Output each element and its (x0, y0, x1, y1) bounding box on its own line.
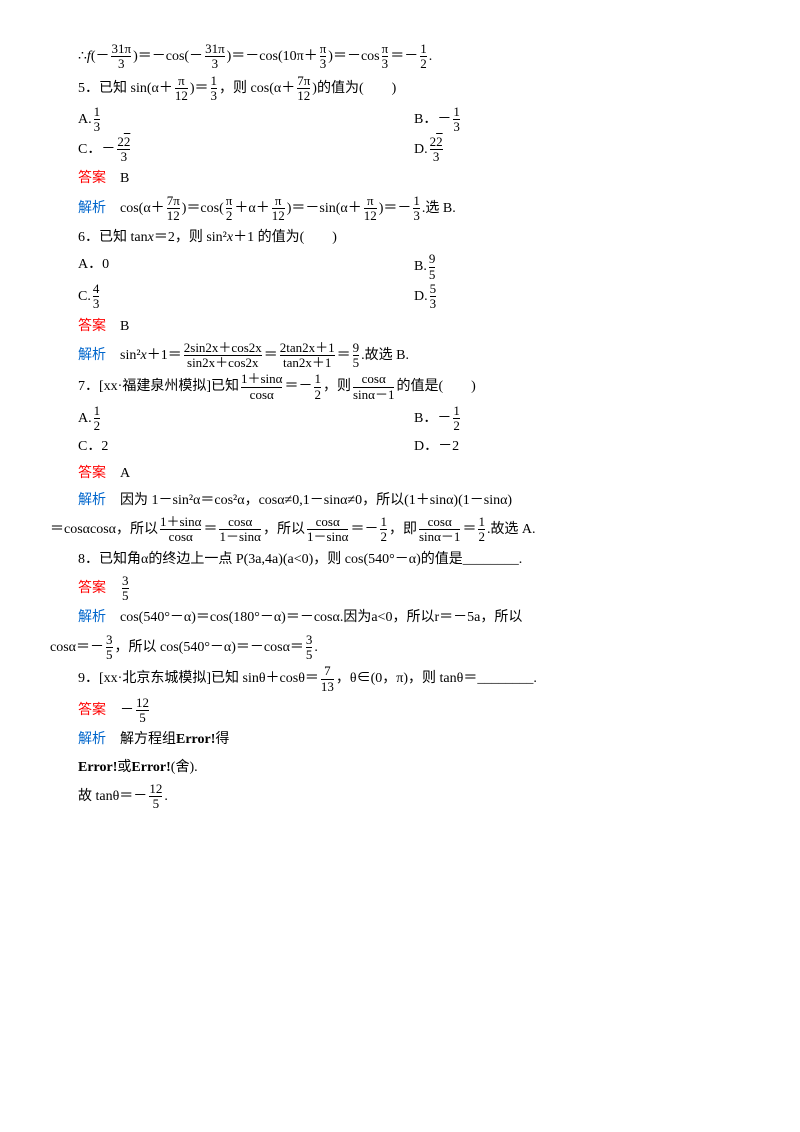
intro-equation: ∴f(－31π3)＝－cos(－31π3)＝－cos(10π＋π3)＝－cosπ… (50, 42, 750, 72)
q6-analysis: 解析 sin²x＋1＝2sin2x＋cos2xsin2x＋cos2x＝2tan2… (50, 341, 750, 371)
q7-stem: 7．[xx·福建泉州模拟]已知1＋sinαcosα＝－12，则cosαsinα－… (50, 372, 750, 402)
q9-analysis-3: 故 tanθ＝－125. (50, 782, 750, 812)
q7-analysis-2: ＝cosαcosα，所以1＋sinαcosα＝cosα1－sinα，所以cosα… (50, 515, 750, 545)
q6-stem: 6．已知 tanx＝2，则 sin²x＋1 的值为( ) (50, 225, 750, 250)
q7-options-row1: A.12 B．－12 (50, 404, 750, 434)
q8-analysis-2: cosα＝－35，所以 cos(540°－α)＝－cosα＝35. (50, 633, 750, 663)
q5-options-row2: C．－223 D.223 (50, 135, 750, 165)
q8-answer: 答案 35 (50, 574, 750, 604)
q6-options-row1: A．0 B.95 (50, 252, 750, 282)
q9-answer: 答案 －125 (50, 696, 750, 726)
q9-analysis-2: Error!或Error!(舍). (50, 755, 750, 780)
q9-analysis-1: 解析 解方程组Error!得 (50, 727, 750, 752)
q7-analysis-1: 解析 因为 1－sin²α＝cos²α，cosα≠0,1－sinα≠0，所以(1… (50, 488, 750, 513)
q7-options-row2: C．2 D．－2 (50, 434, 750, 459)
q5-options-row1: A.13 B．－13 (50, 105, 750, 135)
q5-analysis: 解析 cos(α＋7π12)＝cos(π2＋α＋π12)＝－sin(α＋π12)… (50, 194, 750, 224)
q8-analysis-1: 解析 cos(540°－α)＝cos(180°－α)＝－cosα.因为a<0，所… (50, 605, 750, 630)
q5-stem: 5．已知 sin(α＋π12)＝13，则 cos(α＋7π12)的值为( ) (50, 74, 750, 104)
q6-answer: 答案 B (50, 314, 750, 339)
q9-stem: 9．[xx·北京东城模拟]已知 sinθ＋cosθ＝713，θ∈(0，π)，则 … (50, 664, 750, 694)
q7-answer: 答案 A (50, 461, 750, 486)
q5-answer: 答案 B (50, 166, 750, 191)
q6-options-row2: C.43 D.53 (50, 282, 750, 312)
prefix: ∴ (78, 49, 87, 64)
q8-stem: 8．已知角α的终边上一点 P(3a,4a)(a<0)，则 cos(540°－α)… (50, 547, 750, 572)
